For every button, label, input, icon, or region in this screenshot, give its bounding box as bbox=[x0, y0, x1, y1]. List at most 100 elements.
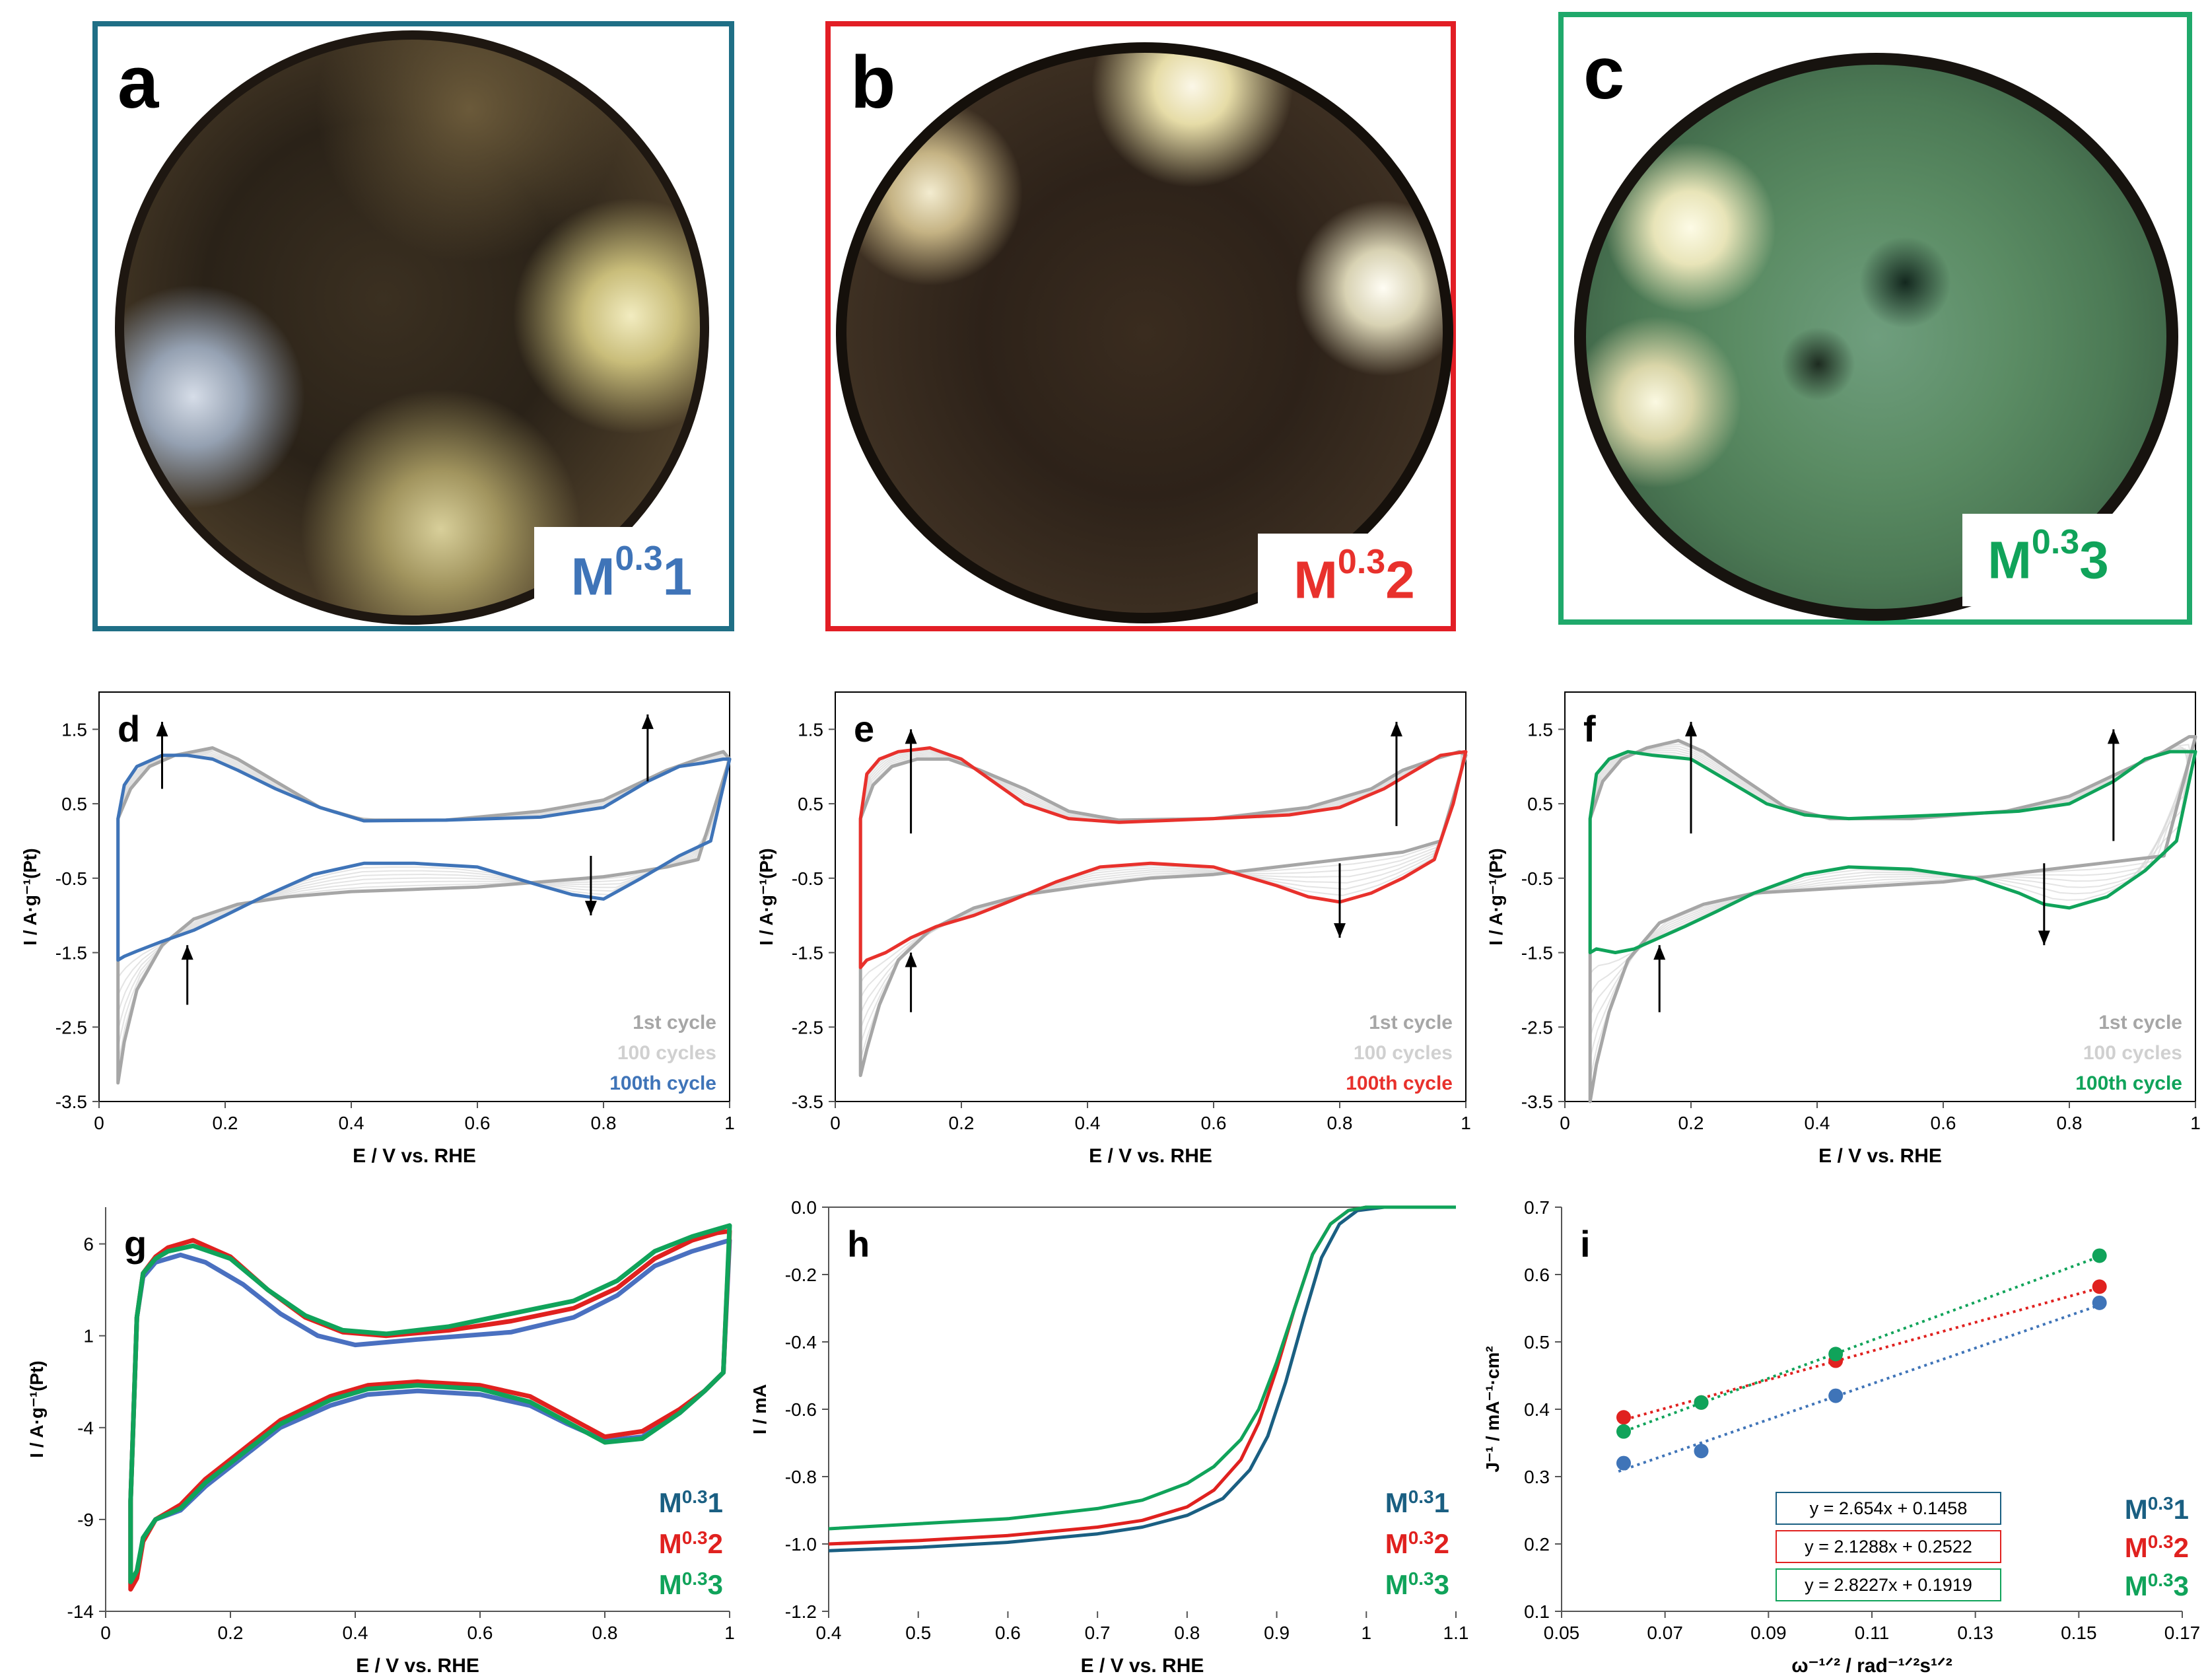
y-tick-label: -3.5 bbox=[792, 1092, 823, 1112]
panel-letter-e: e bbox=[854, 708, 874, 750]
data-point-1 bbox=[1828, 1388, 1844, 1403]
legend-entry: M0.31 bbox=[659, 1487, 723, 1518]
cv-chart-e: 0 0.2 0.4 0.6 0.8 1 1.5 0.5 -0.5 -1.5 -2.5 -3.5 E / … bbox=[756, 691, 1471, 1167]
legend-entry: 1st cycle bbox=[2098, 1012, 2182, 1033]
y-tick-label: -1.5 bbox=[55, 943, 87, 963]
y-tick-label: 0.6 bbox=[1524, 1265, 1550, 1285]
photo-panel-b: b M0.32 bbox=[825, 21, 1456, 631]
x-tick-label: 0.6 bbox=[465, 1113, 491, 1133]
series-line-2 bbox=[128, 1228, 732, 1592]
y-tick-label: 0.1 bbox=[1524, 1601, 1550, 1622]
x-tick-label: 0.7 bbox=[1085, 1623, 1111, 1643]
legend-entry: M0.32 bbox=[659, 1527, 723, 1559]
x-tick-label: 0.09 bbox=[1750, 1623, 1787, 1643]
legend-entry: 100th cycle bbox=[1346, 1072, 1453, 1094]
y-tick-label: -0.5 bbox=[792, 868, 823, 889]
y-tick-label: -3.5 bbox=[55, 1092, 87, 1112]
x-tick-label: 1 bbox=[1461, 1113, 1471, 1133]
intermediate-cycle-line bbox=[117, 752, 729, 1031]
legend-entry: 100th cycle bbox=[609, 1072, 716, 1094]
x-axis-title: ω⁻¹ᐟ² / rad⁻¹ᐟ²s¹ᐟ² bbox=[1791, 1655, 1952, 1677]
y-tick-label: -14 bbox=[67, 1601, 94, 1622]
x-tick-label: 0.4 bbox=[1075, 1113, 1101, 1133]
series-line-2 bbox=[1588, 750, 2197, 954]
x-tick-label: 1 bbox=[2190, 1113, 2201, 1133]
trend-arrow-head bbox=[1653, 945, 1666, 960]
intermediate-cycle-line bbox=[860, 751, 1463, 1045]
y-tick-label: -2.5 bbox=[55, 1017, 87, 1037]
x-tick-label: 0.6 bbox=[1201, 1113, 1227, 1133]
data-point-3 bbox=[1694, 1395, 1709, 1410]
x-tick-label: 0.15 bbox=[2061, 1623, 2097, 1643]
x-tick-label: 0.2 bbox=[949, 1113, 975, 1133]
x-tick-label: 0.8 bbox=[1327, 1113, 1353, 1133]
y-axis-title: I / mA bbox=[749, 1384, 770, 1434]
legend-entry: M0.32 bbox=[2125, 1531, 2189, 1563]
lsv-chart-h: 0.4 0.5 0.6 0.7 0.8 0.9 1 1.1 0.0 -0.2 -0.4 -0.6 -0.… bbox=[749, 1197, 1469, 1677]
legend-entry: M0.31 bbox=[2125, 1493, 2189, 1525]
y-tick-label: 0.5 bbox=[61, 794, 87, 814]
plot-frame bbox=[835, 691, 1466, 1102]
plot-frame bbox=[829, 1207, 1456, 1611]
y-tick-label: -1.0 bbox=[785, 1534, 817, 1555]
x-tick-label: 0.6 bbox=[995, 1623, 1021, 1643]
panel-letter-f: f bbox=[1583, 708, 1596, 750]
y-tick-label: -0.8 bbox=[785, 1467, 817, 1487]
y-tick-label: 1.5 bbox=[798, 719, 823, 740]
y-tick-label: 0.3 bbox=[1524, 1467, 1550, 1487]
plot-frame bbox=[98, 691, 730, 1102]
x-tick-label: 0.2 bbox=[1678, 1113, 1704, 1133]
panel-letter-c: c bbox=[1583, 32, 1625, 114]
trend-arrow-head bbox=[156, 722, 168, 737]
x-tick-label: 0 bbox=[94, 1113, 104, 1133]
x-tick-label: 0.4 bbox=[816, 1623, 842, 1643]
x-tick-label: 0.4 bbox=[339, 1113, 364, 1133]
sample-label-c: M0.33 bbox=[1962, 514, 2134, 606]
legend-entry: 100th cycle bbox=[2075, 1072, 2182, 1094]
trend-arrow-head bbox=[905, 952, 917, 967]
series-line-2 bbox=[828, 1205, 1456, 1546]
y-tick-label: 0.5 bbox=[798, 794, 823, 814]
sample-label-a-text: M0.31 bbox=[570, 540, 693, 606]
data-point-2 bbox=[1616, 1410, 1631, 1425]
x-tick-label: 1.1 bbox=[1443, 1623, 1469, 1643]
photo-panel-a: a M0.31 bbox=[92, 21, 734, 631]
legend-entry: 100 cycles bbox=[617, 1042, 716, 1064]
legend-entry: 1st cycle bbox=[633, 1012, 716, 1033]
fit-equation: y = 2.1288x + 0.2522 bbox=[1805, 1537, 1972, 1557]
trend-arrow-head bbox=[2107, 729, 2120, 744]
trend-arrow-head bbox=[2038, 930, 2050, 946]
x-tick-label: 1 bbox=[724, 1623, 735, 1643]
x-tick-label: 0.8 bbox=[1174, 1623, 1200, 1643]
legend-entry: M0.31 bbox=[1385, 1487, 1449, 1518]
series-line-3 bbox=[828, 1205, 1456, 1531]
legend-entry: M0.32 bbox=[1385, 1527, 1449, 1559]
plot-frame bbox=[1564, 691, 2196, 1102]
trend-arrow-head bbox=[641, 714, 654, 729]
x-tick-label: 0.4 bbox=[343, 1623, 368, 1643]
y-tick-label: -0.5 bbox=[55, 868, 87, 889]
panel-letter-h: h bbox=[847, 1223, 870, 1265]
series-line-3 bbox=[128, 1223, 732, 1584]
fit-line-2 bbox=[1618, 1285, 2106, 1423]
legend-entry: 100 cycles bbox=[1354, 1042, 1453, 1064]
x-tick-label: 0.9 bbox=[1264, 1623, 1290, 1643]
y-tick-label: 0.0 bbox=[791, 1197, 817, 1218]
legend-entry: M0.33 bbox=[659, 1568, 723, 1600]
data-point-1 bbox=[1616, 1455, 1631, 1471]
fit-line-3 bbox=[1618, 1253, 2106, 1435]
fit-line-1 bbox=[1618, 1302, 2106, 1473]
panel-letter-d: d bbox=[118, 708, 140, 750]
sample-label-a: M0.31 bbox=[534, 527, 729, 626]
x-tick-label: 0.07 bbox=[1647, 1623, 1683, 1643]
x-axis-title: E / V vs. RHE bbox=[1089, 1145, 1212, 1167]
fit-equation-box bbox=[1776, 1530, 2001, 1563]
x-tick-label: 0.13 bbox=[1957, 1623, 1993, 1643]
trend-arrow-head bbox=[1334, 923, 1346, 938]
y-tick-label: -3.5 bbox=[1521, 1092, 1553, 1112]
panel-letter-b: b bbox=[850, 41, 896, 123]
y-axis-title: J⁻¹ / mA⁻¹·cm² bbox=[1482, 1346, 1503, 1472]
series-line-1 bbox=[1588, 735, 2197, 1103]
cv-chart-d: 0 0.2 0.4 0.6 0.8 1 1.5 0.5 -0.5 -1.5 -2.5 -3.5 E / … bbox=[20, 691, 735, 1167]
y-tick-label: 0.7 bbox=[1524, 1197, 1550, 1218]
